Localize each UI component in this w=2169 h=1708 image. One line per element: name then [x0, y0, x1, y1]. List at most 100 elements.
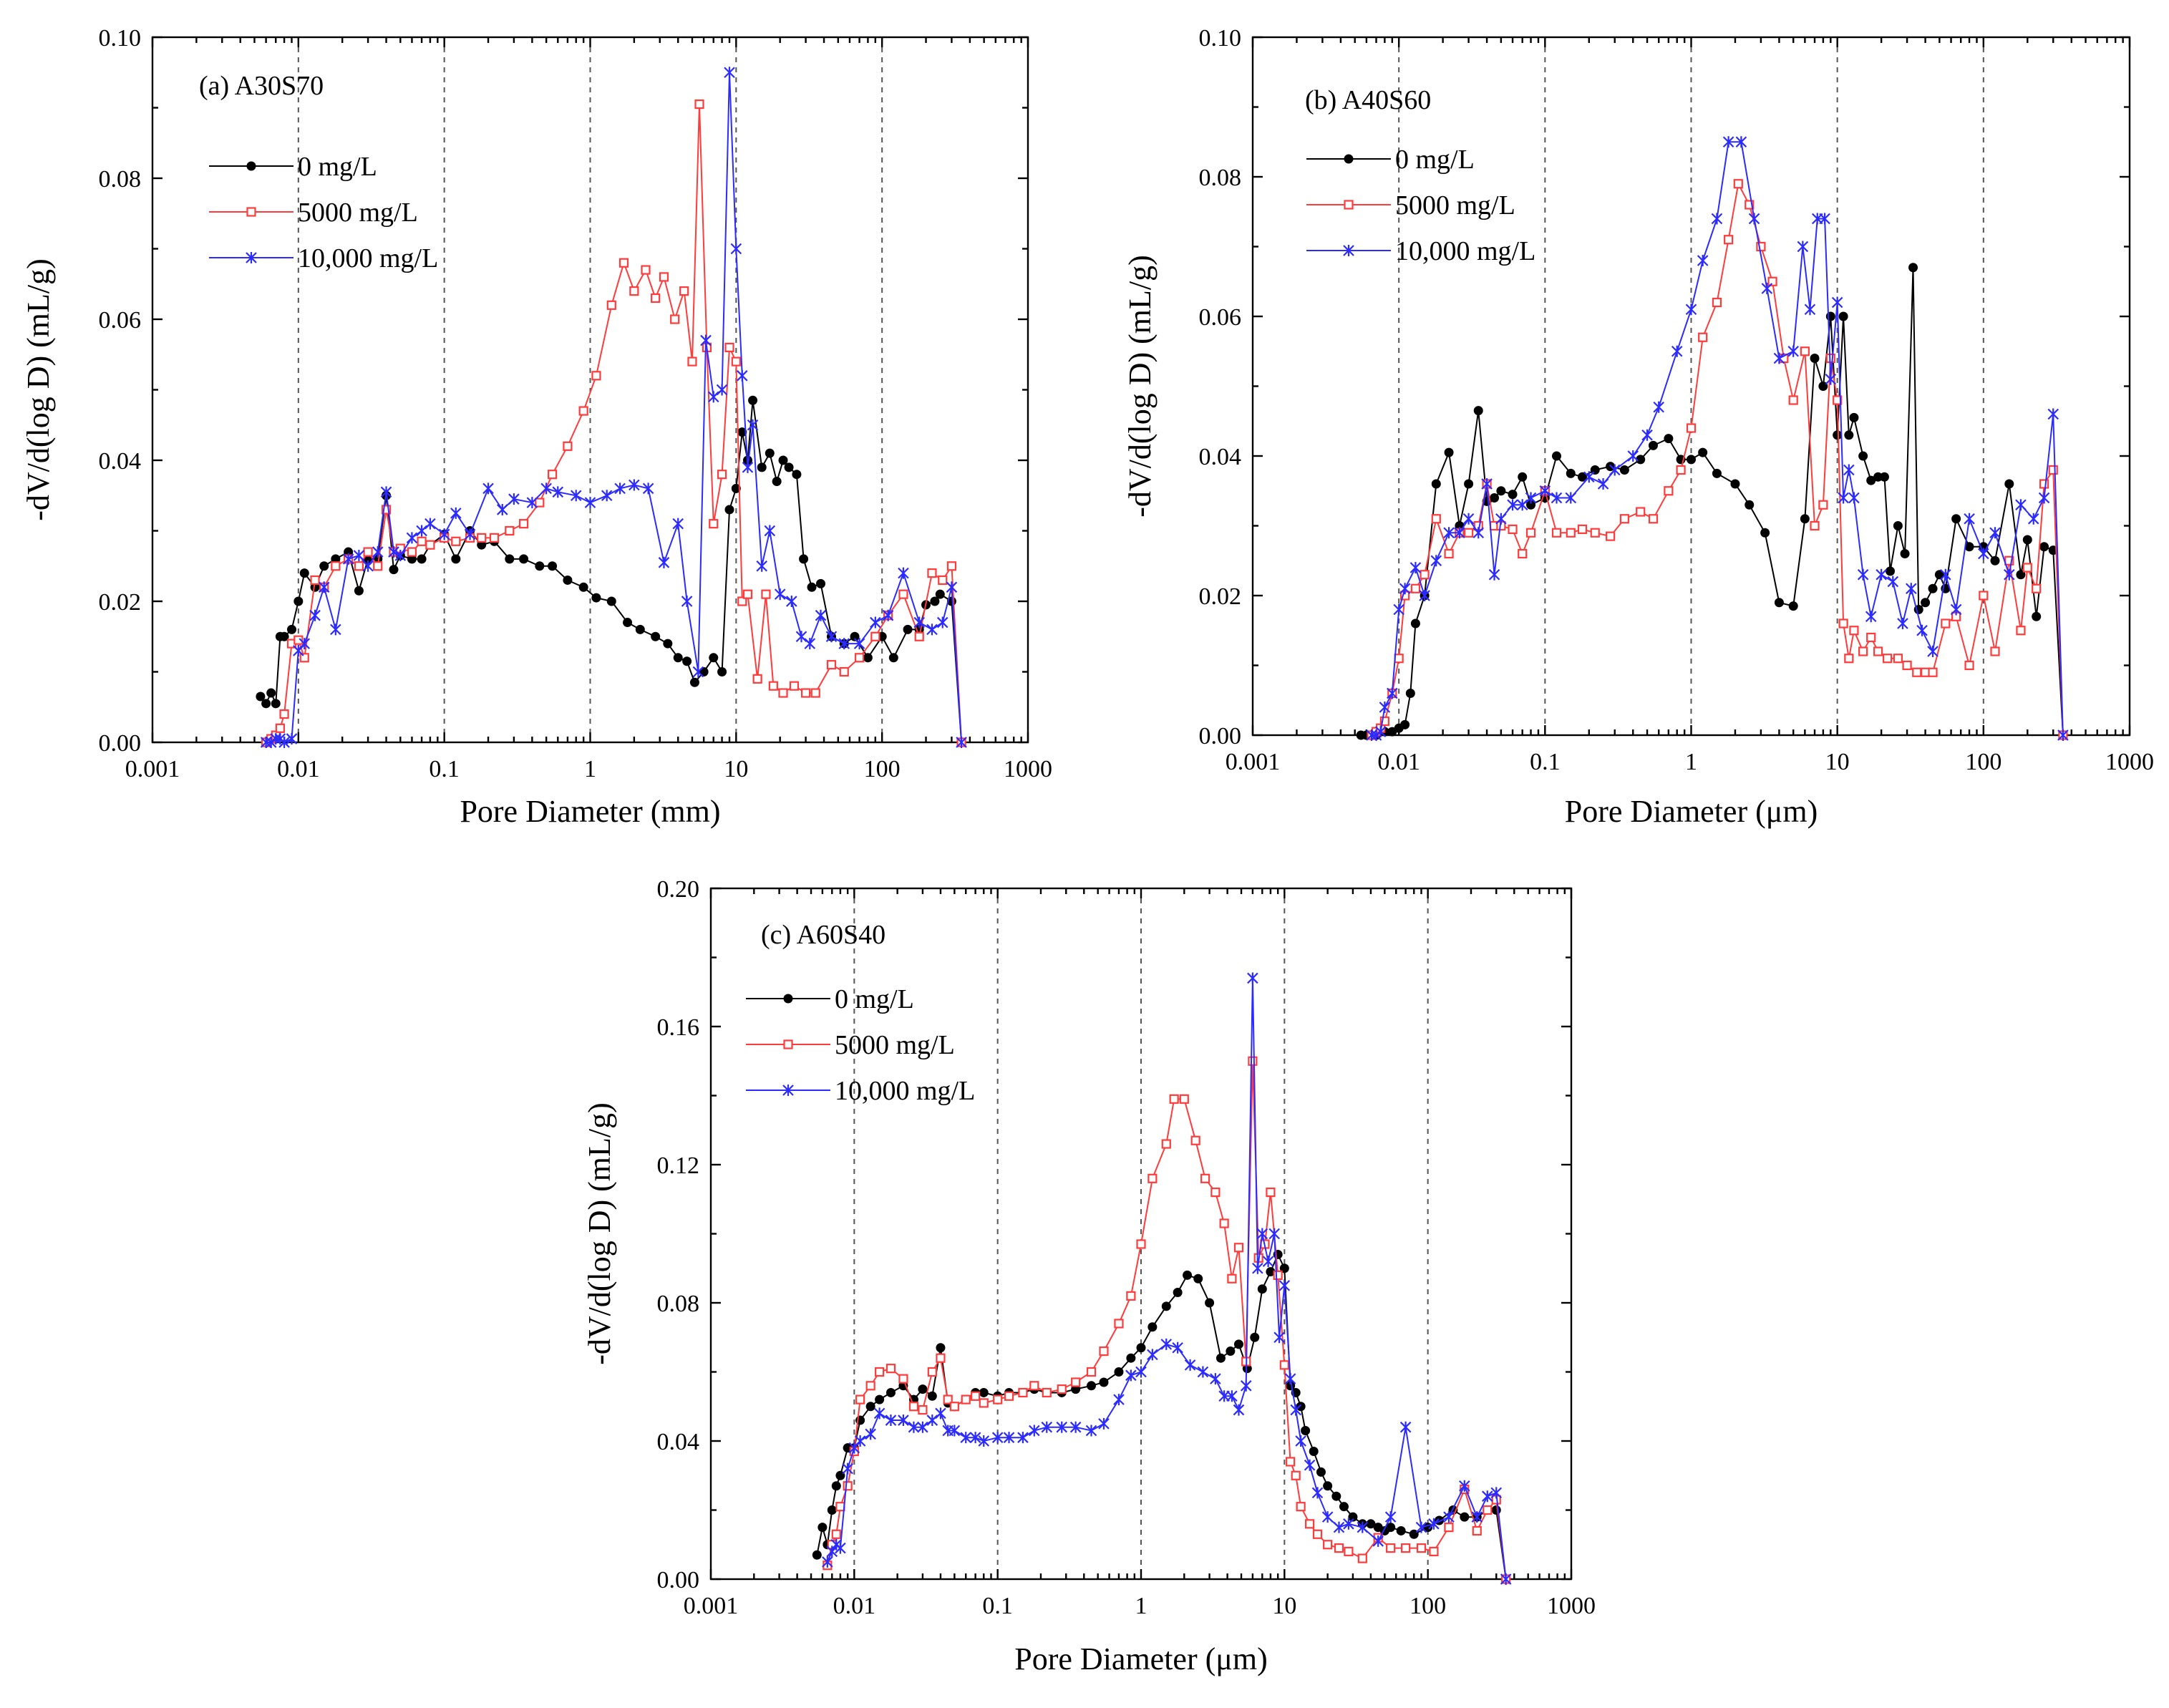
data-point [825, 631, 838, 643]
data-point [1460, 1512, 1470, 1522]
data-point [260, 737, 272, 748]
data-point [1950, 603, 1962, 616]
legend-marker [783, 1039, 793, 1049]
data-point [1882, 654, 1893, 664]
data-point [927, 1391, 937, 1401]
data-point [1756, 241, 1766, 252]
data-point [681, 596, 693, 607]
data-point [1745, 200, 1755, 210]
data-point [1401, 1543, 1411, 1553]
data-point [682, 656, 692, 666]
data-point [1004, 1391, 1014, 1401]
data-point [1472, 1525, 1482, 1536]
data-point [2032, 611, 2042, 621]
data-point [1172, 1341, 1183, 1354]
data-point [1136, 1343, 1146, 1353]
data-point [651, 631, 661, 641]
series-line [266, 72, 963, 744]
data-point [1415, 1521, 1427, 1533]
data-point [309, 609, 321, 621]
data-point [293, 596, 304, 606]
data-point [863, 653, 873, 663]
series-0 [812, 1249, 1511, 1584]
data-point [1057, 1384, 1067, 1394]
data-point [354, 561, 364, 571]
data-point [1252, 1262, 1263, 1274]
x-tick-label: 0.01 [277, 756, 320, 782]
data-point [835, 1542, 846, 1554]
x-tick-label: 1000 [1547, 1593, 1596, 1619]
data-point [761, 589, 771, 599]
data-point [1619, 514, 1630, 524]
data-point [319, 561, 329, 571]
data-point [1029, 1425, 1040, 1437]
data-point [278, 737, 290, 748]
data-point [1844, 654, 1854, 664]
data-point [971, 1391, 981, 1401]
data-point [1525, 492, 1537, 504]
data-point [2027, 513, 2039, 525]
data-point [731, 483, 741, 493]
data-point [275, 723, 285, 733]
data-point [1266, 1187, 1276, 1198]
data-point [936, 616, 948, 629]
data-point [1257, 1284, 1267, 1294]
legend: 0 mg/L 5000 mg/L 10,000 mg/L [209, 152, 438, 273]
data-point [2004, 555, 2014, 566]
x-tick-label: 1 [1135, 1593, 1147, 1619]
data-point [1379, 716, 1389, 727]
data-point [1838, 492, 1849, 504]
data-point [1372, 1535, 1384, 1547]
data-point [1379, 702, 1391, 713]
data-point [1305, 1519, 1315, 1529]
data-point [1256, 1228, 1268, 1240]
data-point [800, 688, 811, 698]
data-point [1296, 1402, 1306, 1412]
data-point [331, 561, 341, 571]
data-point [1290, 1404, 1301, 1416]
data-point [826, 1546, 838, 1558]
data-point [271, 699, 281, 709]
data-point [1003, 1432, 1015, 1444]
legend-label: 0 mg/L [1395, 145, 1475, 175]
data-point [1516, 499, 1528, 511]
legend-marker [1344, 154, 1354, 164]
data-point [918, 1384, 928, 1394]
data-point [578, 582, 588, 592]
data-point [724, 67, 735, 79]
data-point [1323, 1540, 1333, 1550]
legend-label: 10,000 mg/L [1395, 236, 1535, 266]
panel-c: 0.001 0.01 0.1 1 10 100 1000 0.00 0.04 0.08 0.12 0.… [582, 876, 1596, 1677]
y-tick-label: 0.10 [1199, 25, 1242, 52]
data-point [1233, 1339, 1243, 1349]
data-point [1266, 1267, 1276, 1277]
data-point [1248, 1056, 1258, 1066]
data-point [1431, 514, 1441, 524]
data-point [1183, 1270, 1193, 1280]
data-point [1664, 434, 1674, 444]
data-point [1399, 1421, 1412, 1433]
data-point [1551, 528, 1562, 538]
data-point [1147, 1173, 1158, 1183]
data-point [635, 624, 645, 634]
data-point [817, 1523, 828, 1533]
y-axis-label: -dV/d(log D) (mL/g) [1122, 255, 1158, 518]
data-point [752, 674, 762, 684]
data-point [1990, 646, 2000, 656]
data-point [1226, 1346, 1236, 1357]
data-point [1608, 464, 1621, 476]
data-point [1273, 1270, 1283, 1281]
data-point [1250, 1332, 1260, 1342]
data-point [716, 384, 728, 396]
y-tick-label: 0.10 [99, 25, 142, 52]
data-point [1396, 1525, 1406, 1535]
data-point [591, 371, 601, 381]
data-point [873, 1407, 885, 1420]
data-point [804, 638, 816, 650]
series-line [826, 978, 1507, 1580]
x-tick-label: 0.001 [125, 756, 180, 782]
data-point [1295, 1435, 1306, 1447]
data-point [2004, 568, 2015, 581]
data-point [1126, 1353, 1136, 1363]
data-point [2048, 465, 2058, 475]
